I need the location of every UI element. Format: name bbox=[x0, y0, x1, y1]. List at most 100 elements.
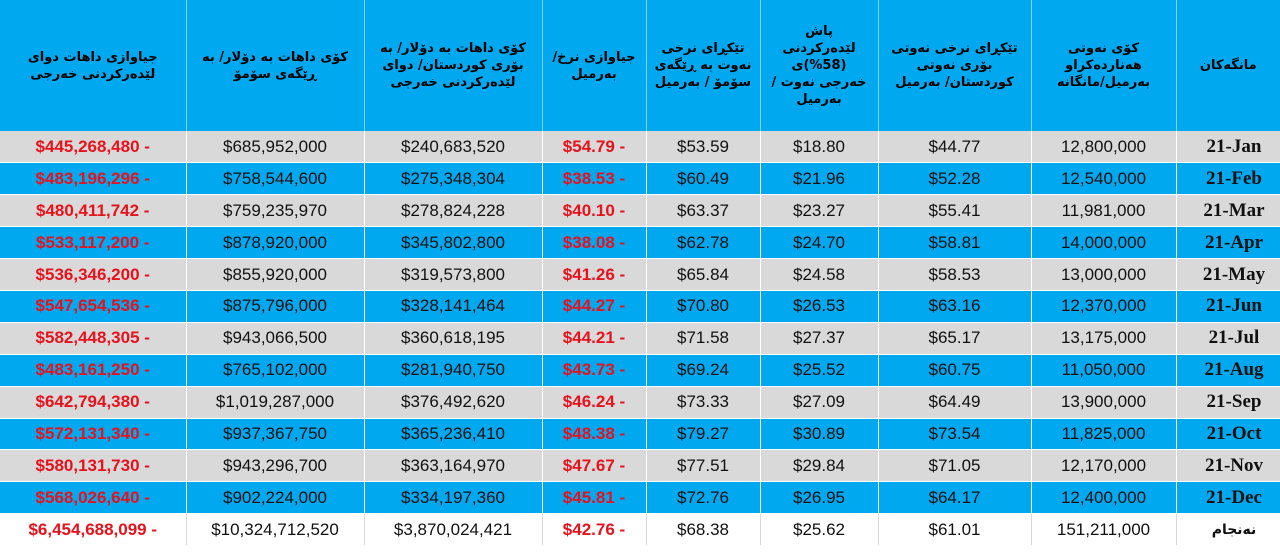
after-costs-cell: $27.37 bbox=[760, 322, 879, 355]
avg-global-price-cell: $71.58 bbox=[646, 322, 761, 355]
header-month: مانگەکان bbox=[1176, 0, 1280, 131]
month-cell: 21-Sep bbox=[1176, 386, 1280, 419]
avg-krg-price-cell: $65.17 bbox=[878, 322, 1032, 355]
header-total-exported: کۆی نەوتی هەناردەکراو بەرمیل/مانگانە bbox=[1031, 0, 1177, 131]
table-row: $568,026,640 - $902,224,000 $334,197,360 $4… bbox=[0, 481, 1280, 515]
total-total-exported-cell: 151,211,000 bbox=[1031, 513, 1177, 547]
header-avg-global-price: تێکڕای نرخی نەوت بە ڕێگەی سۆمۆ / بەرمیل bbox=[646, 0, 761, 131]
month-name: -Jan bbox=[1225, 135, 1262, 157]
revenue-krg-cell: $278,824,228 bbox=[364, 194, 543, 228]
avg-global-price-cell: $63.37 bbox=[646, 194, 761, 228]
table-row: $582,448,305 - $943,066,500 $360,618,195 $4… bbox=[0, 322, 1280, 355]
total-after-costs-cell: $25.62 bbox=[760, 513, 879, 547]
month-name: -Jul bbox=[1227, 327, 1260, 349]
table-row: $483,161,250 - $765,102,000 $281,940,750 $4… bbox=[0, 354, 1280, 387]
table-row: $547,654,536 - $875,796,000 $328,141,464 $4… bbox=[0, 290, 1280, 323]
revenue-krg-cell: $275,348,304 bbox=[364, 162, 543, 196]
table-row: $533,117,200 - $878,920,000 $345,802,800 $3… bbox=[0, 226, 1280, 260]
avg-global-price-cell: $53.59 bbox=[646, 131, 761, 164]
month-name: -Nov bbox=[1223, 454, 1264, 476]
price-diff-cell: $48.38 - bbox=[542, 418, 647, 451]
month-year: 21 bbox=[1203, 199, 1223, 221]
month-name: -Oct bbox=[1225, 422, 1262, 444]
table-row: $483,196,296 - $758,544,600 $275,348,304 $3… bbox=[0, 162, 1280, 196]
month-cell: 21-Nov bbox=[1176, 449, 1280, 483]
table-row: $536,346,200 - $855,920,000 $319,573,800 $4… bbox=[0, 258, 1280, 291]
month-cell: 21-Feb bbox=[1176, 162, 1280, 196]
revenue-global-cell: $685,952,000 bbox=[186, 131, 365, 164]
revenue-krg-cell: $360,618,195 bbox=[364, 322, 543, 355]
table-row: $580,131,730 - $943,296,700 $363,164,970 $4… bbox=[0, 449, 1280, 483]
avg-global-price-cell: $73.33 bbox=[646, 386, 761, 419]
header-after-costs: پاش لێدەرکردنی (58%)ی خەرجی نەوت / بەرمی… bbox=[760, 0, 879, 131]
diff-cell: $480,411,742 - bbox=[0, 194, 187, 228]
diff-cell: $547,654,536 - bbox=[0, 290, 187, 323]
after-costs-cell: $23.27 bbox=[760, 194, 879, 228]
month-cell: 21-Dec bbox=[1176, 481, 1280, 515]
month-year: 21 bbox=[1206, 391, 1226, 413]
price-diff-cell: $40.10 - bbox=[542, 194, 647, 228]
header-price-diff: جیاوازی نرخ/ بەرمیل bbox=[542, 0, 647, 131]
table-row: $642,794,380 - $1,019,287,000 $376,492,620… bbox=[0, 386, 1280, 419]
total-exported-cell: 13,175,000 bbox=[1031, 322, 1177, 355]
total-exported-cell: 13,900,000 bbox=[1031, 386, 1177, 419]
avg-krg-price-cell: $64.17 bbox=[878, 481, 1032, 515]
avg-krg-price-cell: $63.16 bbox=[878, 290, 1032, 323]
month-cell: 21-Jan bbox=[1176, 131, 1280, 164]
revenue-krg-cell: $365,236,410 bbox=[364, 418, 543, 451]
month-year: 21 bbox=[1208, 327, 1228, 349]
avg-krg-price-cell: $71.05 bbox=[878, 449, 1032, 483]
total-exported-cell: 12,370,000 bbox=[1031, 290, 1177, 323]
revenue-krg-cell: $334,197,360 bbox=[364, 481, 543, 515]
header-revenue-krg: کۆی داهات بە دۆلار/ بە بۆری کوردستان/ دو… bbox=[364, 0, 543, 131]
diff-cell: $536,346,200 - bbox=[0, 258, 187, 291]
total-price-diff-cell: $42.76 - bbox=[542, 513, 647, 547]
month-cell: 21-May bbox=[1176, 258, 1280, 291]
after-costs-cell: $21.96 bbox=[760, 162, 879, 196]
price-diff-cell: $44.21 - bbox=[542, 322, 647, 355]
after-costs-cell: $24.58 bbox=[760, 258, 879, 291]
table-row: $572,131,340 - $937,367,750 $365,236,410 $4… bbox=[0, 418, 1280, 451]
avg-global-price-cell: $62.78 bbox=[646, 226, 761, 260]
month-cell: 21-Mar bbox=[1176, 194, 1280, 228]
revenue-global-cell: $759,235,970 bbox=[186, 194, 365, 228]
month-year: 21 bbox=[1206, 135, 1226, 157]
total-exported-cell: 12,170,000 bbox=[1031, 449, 1177, 483]
total-avg-global-price-cell: $68.38 bbox=[646, 513, 761, 547]
month-year: 21 bbox=[1206, 486, 1226, 508]
avg-global-price-cell: $72.76 bbox=[646, 481, 761, 515]
revenue-global-cell: $1,019,287,000 bbox=[186, 386, 365, 419]
header-avg-krg-price: تێکڕای نرخی نەوتی بۆری نەوتی کوردستان/ ب… bbox=[878, 0, 1032, 131]
price-diff-cell: $41.26 - bbox=[542, 258, 647, 291]
month-name: -Aug bbox=[1223, 359, 1264, 381]
avg-global-price-cell: $65.84 bbox=[646, 258, 761, 291]
header-diff-after-costs: جیاوازی داهات دوای لێدەرکردنی خەرجی bbox=[0, 0, 187, 131]
table-row: $445,268,480 - $685,952,000 $240,683,520 $5… bbox=[0, 131, 1280, 164]
total-exported-cell: 12,800,000 bbox=[1031, 131, 1177, 164]
total-row: $6,454,688,099 - $10,324,712,520 $3,870,02… bbox=[0, 513, 1280, 547]
price-diff-cell: $44.27 - bbox=[542, 290, 647, 323]
revenue-global-cell: $855,920,000 bbox=[186, 258, 365, 291]
avg-krg-price-cell: $58.81 bbox=[878, 226, 1032, 260]
month-year: 21 bbox=[1206, 422, 1226, 444]
revenue-global-cell: $902,224,000 bbox=[186, 481, 365, 515]
month-year: 21 bbox=[1206, 295, 1226, 317]
total-label: نەنجام bbox=[1176, 513, 1280, 547]
table-row: $480,411,742 - $759,235,970 $278,824,228 $4… bbox=[0, 194, 1280, 228]
month-name: -Apr bbox=[1223, 231, 1264, 253]
header-revenue-global: کۆی داهات بە دۆلار/ بە ڕێگەی سۆمۆ bbox=[186, 0, 365, 131]
revenue-krg-cell: $328,141,464 bbox=[364, 290, 543, 323]
after-costs-cell: $24.70 bbox=[760, 226, 879, 260]
total-exported-cell: 11,825,000 bbox=[1031, 418, 1177, 451]
price-diff-cell: $54.79 - bbox=[542, 131, 647, 164]
revenue-global-cell: $878,920,000 bbox=[186, 226, 365, 260]
total-diff-cell: $6,454,688,099 - bbox=[0, 513, 187, 547]
diff-cell: $483,196,296 - bbox=[0, 162, 187, 196]
revenue-global-cell: $765,102,000 bbox=[186, 354, 365, 387]
avg-krg-price-cell: $44.77 bbox=[878, 131, 1032, 164]
avg-global-price-cell: $60.49 bbox=[646, 162, 761, 196]
table-body: $445,268,480 - $685,952,000 $240,683,520 $5… bbox=[0, 131, 1280, 547]
revenue-global-cell: $943,066,500 bbox=[186, 322, 365, 355]
price-diff-cell: $38.53 - bbox=[542, 162, 647, 196]
month-year: 21 bbox=[1206, 167, 1226, 189]
